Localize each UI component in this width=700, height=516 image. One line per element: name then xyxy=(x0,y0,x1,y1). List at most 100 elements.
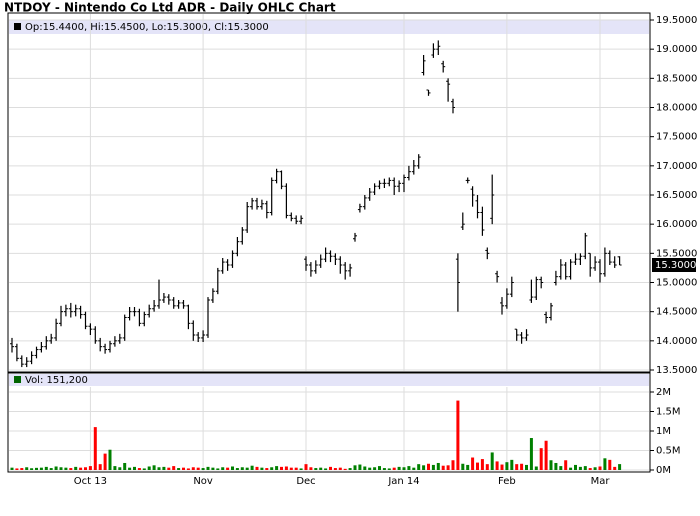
volume-bar xyxy=(446,465,450,470)
volume-bar xyxy=(412,467,416,470)
y-tick-label: 1M xyxy=(656,426,671,437)
x-tick-label: Feb xyxy=(498,476,516,487)
x-tick-label: Nov xyxy=(193,476,213,487)
volume-bar xyxy=(574,464,577,470)
volume-bar xyxy=(260,467,264,470)
y-tick-label: 0.5M xyxy=(656,446,681,457)
volume-bar xyxy=(98,464,102,470)
volume-bar xyxy=(525,464,528,470)
marks: 15.3000 xyxy=(10,40,696,470)
volume-bar xyxy=(108,449,112,470)
volume-bar xyxy=(270,467,274,470)
volume-bar xyxy=(147,466,151,470)
y-tick-label: 16.5000 xyxy=(656,190,697,201)
volume-bar xyxy=(436,462,440,470)
volume-bar xyxy=(480,459,484,470)
y-tick-label: 14.5000 xyxy=(656,307,697,318)
volume-bar xyxy=(485,464,489,470)
volume-bar xyxy=(329,466,332,470)
volume-bar xyxy=(564,460,568,470)
volume-bar xyxy=(476,462,479,470)
volume-info-band xyxy=(9,374,649,386)
volume-bar xyxy=(368,467,372,470)
volume-bar xyxy=(186,468,190,470)
volume-bar xyxy=(206,466,210,470)
y-tick-label: 13.5000 xyxy=(656,365,697,376)
volume-bar xyxy=(324,468,328,470)
volume-bar xyxy=(84,467,87,470)
volume-bar xyxy=(44,466,48,470)
volume-bar xyxy=(422,465,426,470)
volume-bar xyxy=(578,466,582,470)
volume-bar xyxy=(59,467,63,470)
volume-bar xyxy=(20,468,24,470)
y-tick-label: 17.5000 xyxy=(656,132,697,143)
volume-bar xyxy=(363,466,367,470)
volume-bar xyxy=(240,467,244,470)
volume-bar xyxy=(588,468,592,470)
volume-bar xyxy=(353,465,357,470)
volume-bar xyxy=(534,466,538,470)
volume-bar xyxy=(515,464,519,470)
volume-bar xyxy=(495,461,499,470)
x-tick-label: Mar xyxy=(591,476,611,487)
volume-bar xyxy=(427,463,430,470)
price-panel xyxy=(7,12,651,373)
volume-bar xyxy=(554,462,558,470)
volume-bar xyxy=(343,468,347,470)
volume-bar xyxy=(235,468,239,470)
volume-bar xyxy=(378,466,381,470)
volume-bar xyxy=(133,466,136,470)
volume-bar xyxy=(275,466,279,470)
volume-bar xyxy=(613,466,617,470)
volume-bar xyxy=(93,427,97,470)
y-tick-label: 17.0000 xyxy=(656,161,697,172)
volume-bar xyxy=(172,466,176,470)
volume-bar xyxy=(539,448,543,470)
y-tick-label: 19.5000 xyxy=(656,15,697,26)
volume-bar xyxy=(333,468,337,470)
volume-bar xyxy=(309,467,313,470)
volume-bar xyxy=(231,466,234,470)
y-tick-label: 19.0000 xyxy=(656,44,697,55)
volume-bar xyxy=(245,467,249,470)
x-tick-label: Dec xyxy=(296,476,315,487)
volume-bar xyxy=(417,464,421,470)
volume-bar xyxy=(152,465,156,470)
chart-title: NTDOY - Nintendo Co Ltd ADR - Daily OHLC… xyxy=(4,1,336,15)
volume-bar xyxy=(520,463,524,470)
y-tick-label: 2M xyxy=(656,387,671,398)
volume-bar xyxy=(284,466,288,470)
volume-bar xyxy=(196,467,200,470)
price-info: Op:15.4400, Hi:15.4500, Lo:15.3000, Cl:1… xyxy=(25,22,269,33)
y-tick-label: 15.5000 xyxy=(656,248,697,259)
volume-bar xyxy=(162,466,166,470)
volume-bar xyxy=(569,467,573,470)
volume-bar xyxy=(559,466,563,470)
y-tick-label: 14.0000 xyxy=(656,336,697,347)
volume-bar xyxy=(211,467,215,470)
volume-bar xyxy=(39,467,43,470)
volume-bar xyxy=(191,467,195,470)
y-tick-label: 18.5000 xyxy=(656,73,697,84)
volume-bar xyxy=(157,467,161,470)
volume-bar xyxy=(30,468,34,470)
volume-bar xyxy=(373,467,377,470)
volume-bar xyxy=(348,468,352,470)
y-tick-label: 15.0000 xyxy=(656,278,697,289)
volume-bar xyxy=(142,468,146,470)
last-price-box xyxy=(652,258,696,272)
volume-bar xyxy=(431,464,435,470)
last-price-label: 15.3000 xyxy=(655,260,696,271)
volume-bar xyxy=(314,468,318,470)
volume-bar xyxy=(79,467,83,470)
volume-bar xyxy=(10,467,14,470)
volume-bar xyxy=(49,468,53,470)
x-tick-label: Jan 14 xyxy=(387,476,419,487)
volume-info: Vol: 151,200 xyxy=(25,375,88,386)
volume-bar xyxy=(182,467,185,470)
volume-bar xyxy=(64,467,68,470)
y-tick-label: 16.0000 xyxy=(656,219,697,230)
